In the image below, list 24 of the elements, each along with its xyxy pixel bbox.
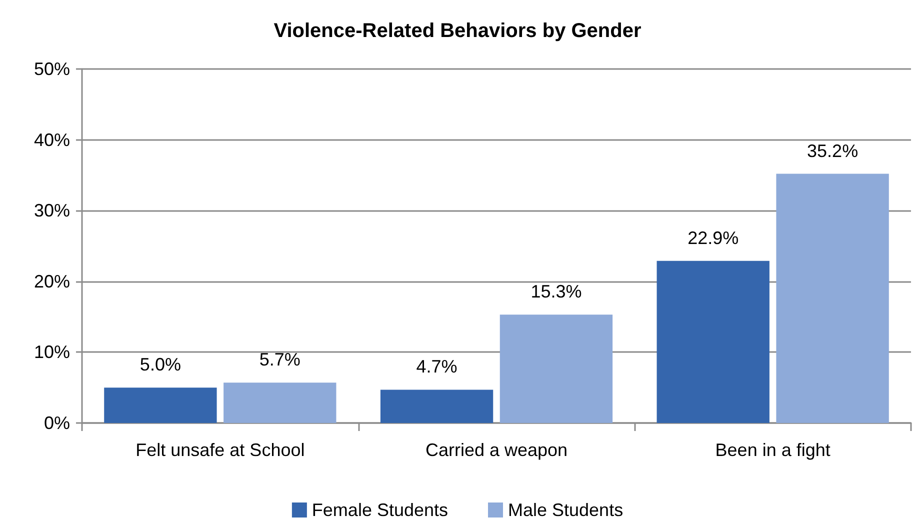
bar (224, 382, 336, 423)
bar (380, 390, 494, 423)
x-tick-label: Been in a fight (715, 440, 830, 460)
bar (104, 388, 217, 423)
legend-label: Female Students (312, 500, 448, 520)
y-tick-label: 30% (34, 200, 70, 221)
data-label: 15.3% (530, 282, 582, 302)
bar (500, 314, 613, 423)
x-tick-label: Carried a weapon (425, 440, 568, 460)
x-tick-label: Felt unsafe at School (136, 440, 305, 460)
legend-label: Male Students (508, 500, 624, 520)
bar (656, 260, 770, 423)
y-tick-label: 10% (34, 342, 70, 362)
y-tick-label: 40% (34, 130, 70, 150)
chart-title: Violence-Related Behaviors by Gender (274, 20, 642, 42)
y-tick-label: 50% (34, 59, 70, 79)
data-label: 35.2% (807, 140, 858, 161)
data-label: 5.7% (259, 350, 300, 370)
bar (776, 174, 889, 423)
y-tick-label: 0% (44, 413, 70, 433)
data-label: 4.7% (416, 356, 458, 377)
data-label: 22.9% (688, 228, 739, 248)
y-tick-label: 20% (34, 271, 70, 292)
data-label: 5.0% (140, 354, 181, 375)
